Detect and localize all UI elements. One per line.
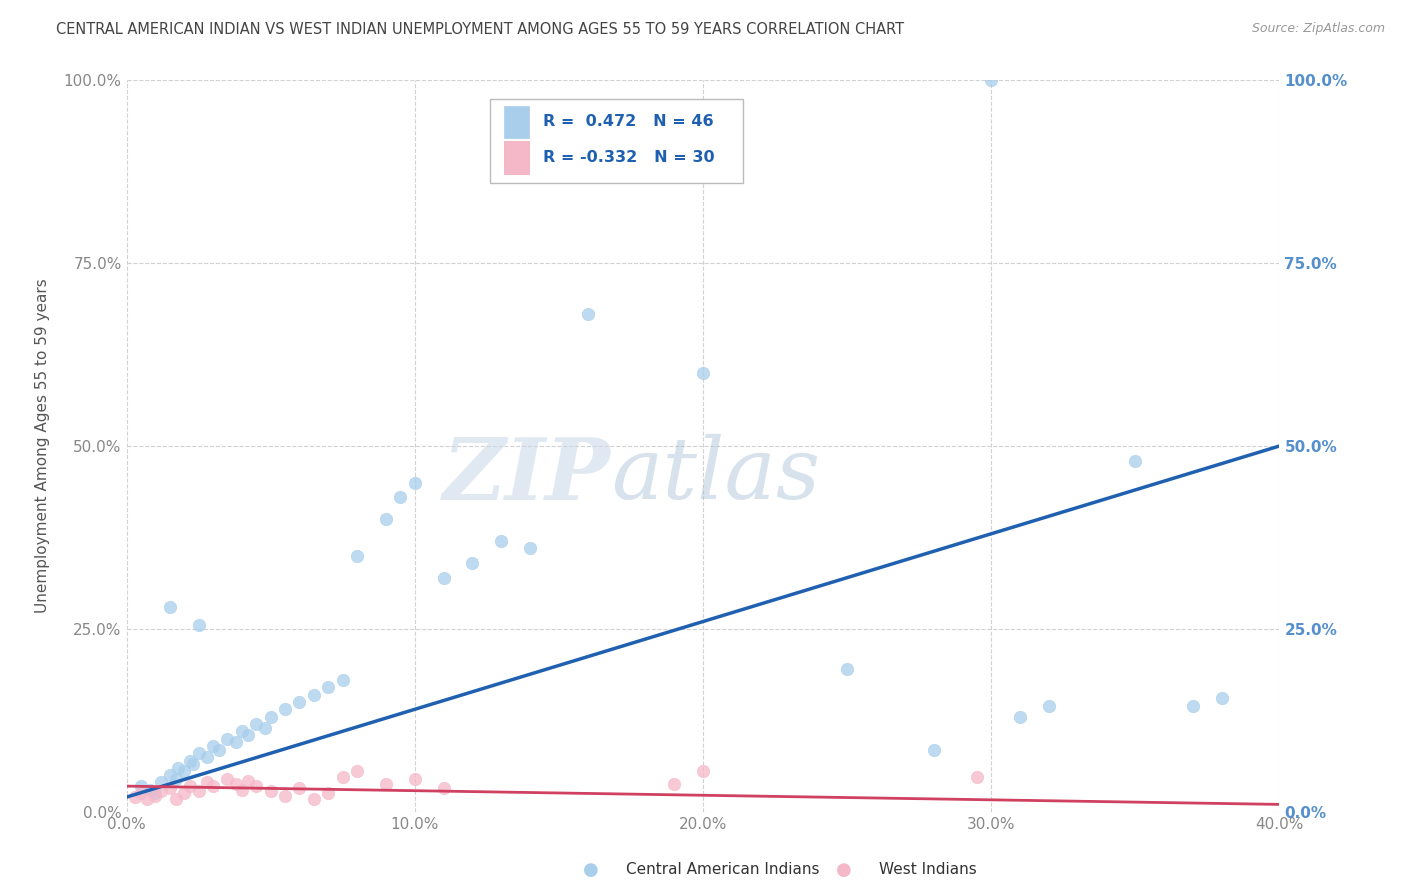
Point xyxy=(231,782,253,797)
Point xyxy=(179,754,201,768)
Point xyxy=(245,779,267,793)
Point xyxy=(138,782,160,797)
Point xyxy=(980,73,1002,87)
Point xyxy=(461,556,484,570)
Point xyxy=(1125,453,1147,467)
Point xyxy=(374,512,398,526)
Point xyxy=(332,673,354,687)
Point xyxy=(145,787,166,801)
Y-axis label: Unemployment Among Ages 55 to 59 years: Unemployment Among Ages 55 to 59 years xyxy=(35,278,49,614)
Point xyxy=(288,781,311,796)
Point xyxy=(259,709,281,723)
Text: ●: ● xyxy=(835,861,852,879)
Point xyxy=(1181,698,1204,713)
Text: Source: ZipAtlas.com: Source: ZipAtlas.com xyxy=(1251,22,1385,36)
Text: ZIP: ZIP xyxy=(443,434,610,517)
Point xyxy=(692,366,714,380)
Point xyxy=(129,787,152,801)
Point xyxy=(245,717,267,731)
Point xyxy=(491,534,513,549)
Point xyxy=(217,731,239,746)
Point xyxy=(135,791,157,805)
Point xyxy=(1010,709,1032,723)
Point xyxy=(332,770,354,784)
Point xyxy=(374,777,398,791)
Point xyxy=(404,475,426,490)
Text: ●: ● xyxy=(582,861,599,879)
Point xyxy=(236,774,259,789)
Point xyxy=(159,781,181,796)
Point xyxy=(179,779,201,793)
Point xyxy=(145,789,166,803)
Point xyxy=(195,775,218,789)
Point xyxy=(225,777,247,791)
Point xyxy=(433,571,456,585)
FancyBboxPatch shape xyxy=(503,141,529,174)
Point xyxy=(1038,698,1060,713)
Point xyxy=(922,742,945,756)
Point xyxy=(288,695,311,709)
Point xyxy=(318,681,340,695)
Point xyxy=(664,777,686,791)
Point xyxy=(1211,691,1233,706)
Point xyxy=(346,549,368,563)
Point xyxy=(346,764,368,779)
Point xyxy=(159,599,181,614)
Point xyxy=(274,702,297,716)
Point xyxy=(302,791,325,805)
Text: CENTRAL AMERICAN INDIAN VS WEST INDIAN UNEMPLOYMENT AMONG AGES 55 TO 59 YEARS CO: CENTRAL AMERICAN INDIAN VS WEST INDIAN U… xyxy=(56,22,904,37)
Point xyxy=(202,739,225,753)
Point xyxy=(195,749,218,764)
Point xyxy=(187,618,209,632)
Text: Central American Indians: Central American Indians xyxy=(626,863,820,877)
FancyBboxPatch shape xyxy=(489,99,744,183)
Point xyxy=(576,307,599,321)
Point xyxy=(173,764,195,779)
Point xyxy=(217,772,239,786)
Point xyxy=(236,728,259,742)
Point xyxy=(966,770,988,784)
Point xyxy=(318,787,340,801)
Text: atlas: atlas xyxy=(610,434,820,516)
Point xyxy=(150,775,173,789)
Point xyxy=(692,764,714,779)
Point xyxy=(187,746,209,760)
Point xyxy=(225,735,247,749)
Point xyxy=(519,541,541,556)
Point xyxy=(202,779,225,793)
Point xyxy=(259,784,281,798)
Point xyxy=(253,721,276,735)
Point xyxy=(165,791,187,805)
Point xyxy=(159,768,181,782)
Point xyxy=(389,490,412,504)
Point xyxy=(274,789,297,803)
Point xyxy=(181,757,204,772)
Point xyxy=(433,781,456,796)
Point xyxy=(165,772,187,786)
Point xyxy=(302,688,325,702)
Point xyxy=(173,787,195,801)
Point xyxy=(124,790,146,805)
Text: R =  0.472   N = 46: R = 0.472 N = 46 xyxy=(543,114,713,129)
Point xyxy=(835,662,858,676)
Text: West Indians: West Indians xyxy=(879,863,977,877)
Point xyxy=(208,742,231,756)
Point xyxy=(150,784,173,798)
Point xyxy=(167,761,190,775)
Point xyxy=(404,772,426,786)
Point xyxy=(129,779,152,793)
Text: R = -0.332   N = 30: R = -0.332 N = 30 xyxy=(543,150,714,165)
Point xyxy=(187,784,209,798)
FancyBboxPatch shape xyxy=(503,105,529,138)
Point xyxy=(231,724,253,739)
